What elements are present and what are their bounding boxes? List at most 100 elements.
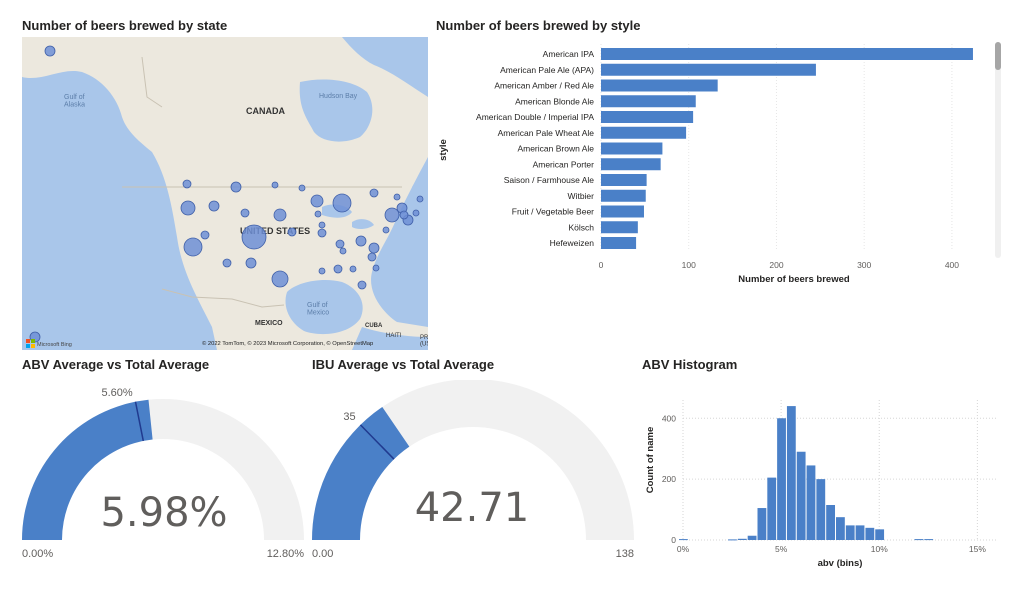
map-label-cuba: CUBA <box>365 323 383 329</box>
state-bubble <box>180 200 196 216</box>
state-bubbles[interactable] <box>29 45 424 343</box>
abv-gauge-title: ABV Average vs Total Average <box>22 357 210 372</box>
atlantic-ocean-north <box>412 167 428 202</box>
state-bubble <box>287 227 297 237</box>
map-label-gulf-of-alaska: Gulf of Alaska <box>64 94 85 109</box>
style-category-label: Kölsch <box>568 222 594 232</box>
histogram-bar <box>816 479 826 540</box>
style-category-label: Saison / Farmhouse Ale <box>504 175 595 185</box>
y-axis-title: style <box>438 139 449 161</box>
abv-histogram[interactable]: 0 200 400 0% 5% 10% 15% abv (bins) Count of name <box>640 380 1010 580</box>
state-bubble <box>333 264 343 274</box>
histogram-bar <box>875 529 885 540</box>
histogram-bar <box>747 535 757 540</box>
style-chart-scrollbar-thumb[interactable] <box>995 42 1001 70</box>
gauge-target-label: 5.60% <box>102 387 133 399</box>
gauge-track <box>312 379 634 540</box>
style-bar <box>601 189 646 202</box>
state-bubble-map[interactable]: CANADA Hudson Bay Gulf of Alaska UNITED S… <box>22 37 428 350</box>
histogram-bar <box>836 517 845 540</box>
state-bubble <box>222 258 232 268</box>
state-bubble <box>318 267 326 275</box>
gauge-target-label: 35 <box>343 411 355 423</box>
state-bubble <box>372 264 380 272</box>
histogram-bar <box>924 539 934 541</box>
histogram-title: ABV Histogram <box>642 357 738 372</box>
histogram-bar <box>855 525 865 540</box>
state-bubble <box>200 230 210 240</box>
x-axis-title: abv (bins) <box>818 558 863 569</box>
state-bubble <box>310 194 324 208</box>
map-attribution[interactable]: © 2022 TomTom, © 2023 Microsoft Corporat… <box>202 340 373 347</box>
style-bar <box>601 142 663 155</box>
x-tick-label: 15% <box>969 544 986 554</box>
state-bubble <box>393 193 401 201</box>
state-bubble <box>382 226 390 234</box>
state-bubble <box>368 242 380 254</box>
style-category-label: American Blonde Ale <box>515 96 594 106</box>
gulf-of-mexico-water <box>285 280 363 335</box>
x-tick-label: 5% <box>775 544 788 554</box>
histogram-bar <box>777 418 786 540</box>
style-bar <box>601 79 718 92</box>
gauge-min-label: 0.00% <box>22 548 53 560</box>
state-bubble <box>367 252 377 262</box>
abv-gauge-value: 5.98% <box>100 490 228 536</box>
histogram-bar <box>757 508 767 540</box>
histogram-bar <box>796 451 806 540</box>
state-bubble <box>183 237 203 257</box>
arctic-water <box>342 37 428 97</box>
histogram-bar <box>865 527 875 540</box>
abv-gauge[interactable]: 5.60% 0.00% 12.80% <box>15 380 315 565</box>
style-category-label: American Amber / Red Ale <box>494 81 594 91</box>
gauge-min-label: 0.00 <box>312 548 333 560</box>
state-bubble <box>357 280 367 290</box>
ibu-gauge[interactable]: 35 0.00 138 <box>305 379 645 565</box>
map-label-pr: PR(US) <box>420 335 428 348</box>
histogram-bar <box>737 538 747 540</box>
state-bubble <box>271 181 279 189</box>
state-bubble <box>339 247 347 255</box>
style-category-label: Fruit / Vegetable Beer <box>512 207 594 217</box>
gauge-value-arc <box>22 399 153 540</box>
map-label-mexico: MEXICO <box>255 320 283 327</box>
map-canvas[interactable]: CANADA Hudson Bay Gulf of Alaska UNITED S… <box>22 37 428 350</box>
gulf-of-alaska-water <box>22 77 127 147</box>
style-bar <box>601 158 661 171</box>
abv-gauge-svg[interactable]: 5.60% 0.00% 12.80% <box>15 380 315 565</box>
style-bar <box>601 111 694 123</box>
state-bubble <box>271 270 289 288</box>
map-label-canada: CANADA <box>246 106 285 116</box>
style-chart-scrollbar[interactable] <box>995 42 1001 258</box>
style-bar <box>601 126 687 139</box>
state-bubble <box>369 188 379 198</box>
histogram-bar <box>845 525 855 540</box>
style-category-label: American IPA <box>543 49 595 59</box>
state-bubble <box>332 193 352 213</box>
style-bar-chart-svg[interactable]: 0 100 200 300 400 American IPA American Pale A… <box>430 38 994 288</box>
gauge-value-arc <box>312 406 410 540</box>
style-bar <box>601 205 644 218</box>
gauge-target-line <box>134 401 145 442</box>
histogram-bar <box>786 406 796 540</box>
style-category-label: Witbier <box>568 191 595 201</box>
hudson-bay-water <box>299 79 373 142</box>
gauge-target-line <box>359 424 395 460</box>
abv-histogram-svg[interactable]: 0 200 400 0% 5% 10% 15% abv (bins) Count of name <box>640 380 1010 580</box>
state-bubble <box>298 184 306 192</box>
histogram-bar <box>914 539 924 541</box>
y-tick-label: 400 <box>662 413 676 423</box>
gauge-max-label: 12.80% <box>267 548 305 560</box>
alaska-border <box>141 56 163 108</box>
x-tick-label: 400 <box>945 260 959 270</box>
ibu-gauge-title: IBU Average vs Total Average <box>312 357 495 372</box>
histogram-bar <box>679 539 688 541</box>
state-bubble <box>384 207 400 223</box>
histogram-bar <box>767 477 777 540</box>
x-tick-label: 100 <box>682 260 696 270</box>
histogram-bar <box>826 505 835 540</box>
ibu-gauge-svg[interactable]: 35 0.00 138 <box>305 379 645 565</box>
state-bubble <box>349 265 357 273</box>
style-bar-chart[interactable]: 0 100 200 300 400 American IPA American Pale A… <box>430 38 994 288</box>
state-bubble <box>245 257 257 269</box>
